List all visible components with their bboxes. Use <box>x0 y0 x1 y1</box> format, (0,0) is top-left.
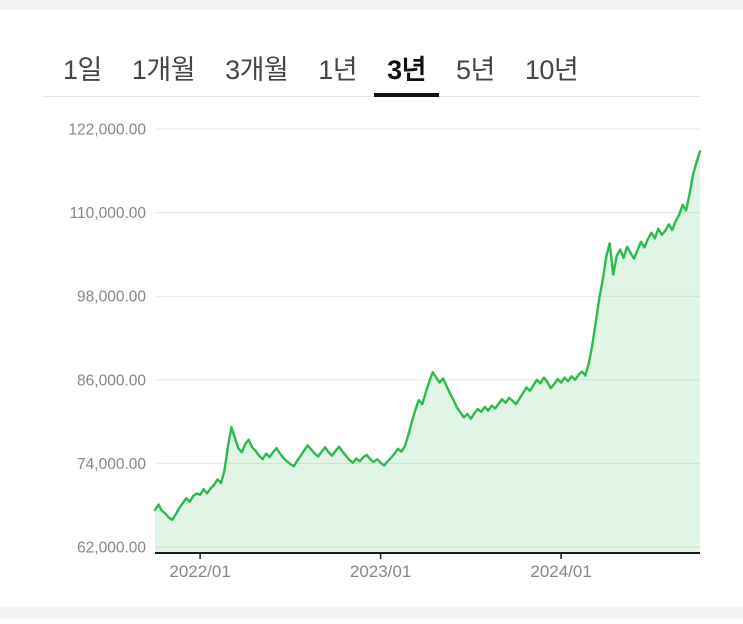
svg-text:86,000.00: 86,000.00 <box>77 372 146 389</box>
bottom-edge-strip <box>0 607 743 619</box>
svg-text:2024/01: 2024/01 <box>530 562 591 581</box>
tab-1d-label: 1일 <box>63 54 102 85</box>
svg-text:2023/01: 2023/01 <box>350 562 411 581</box>
tab-1y-label: 1년 <box>318 54 358 85</box>
tab-1d[interactable]: 1일 <box>50 38 115 96</box>
tab-1m-label: 1개월 <box>131 54 196 85</box>
tab-3y[interactable]: 3년 <box>374 38 439 97</box>
tab-3m[interactable]: 3개월 <box>212 38 301 96</box>
svg-text:2022/01: 2022/01 <box>169 562 230 581</box>
tab-5y-label: 5년 <box>455 54 495 85</box>
svg-text:122,000.00: 122,000.00 <box>68 122 146 139</box>
svg-text:110,000.00: 110,000.00 <box>70 205 147 222</box>
tab-3y-label: 3년 <box>387 54 426 85</box>
tab-10y-label: 10년 <box>524 54 579 85</box>
svg-text:62,000.00: 62,000.00 <box>77 540 146 557</box>
tab-10y[interactable]: 10년 <box>512 38 591 96</box>
svg-text:98,000.00: 98,000.00 <box>77 289 146 306</box>
tab-3m-label: 3개월 <box>225 54 289 85</box>
top-edge-strip <box>0 0 743 10</box>
tab-5y[interactable]: 5년 <box>443 38 508 96</box>
range-tabs-bar: 1일 1개월 3개월 1년 3년 5년 10년 <box>42 38 701 97</box>
svg-text:74,000.00: 74,000.00 <box>77 456 146 473</box>
tab-1m[interactable]: 1개월 <box>119 38 208 96</box>
tab-1y[interactable]: 1년 <box>305 38 370 96</box>
